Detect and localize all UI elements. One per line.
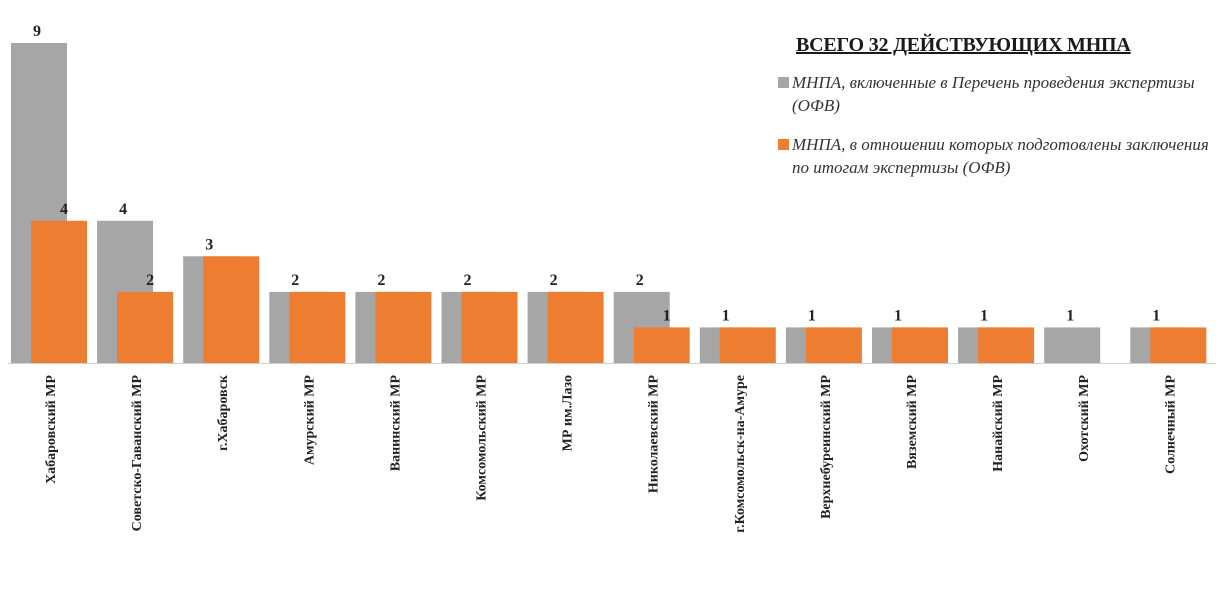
data-label-series-0-9: 1	[808, 307, 816, 324]
x-tick-label-13: Солнечный МР	[1163, 375, 1178, 474]
x-tick-label-1: Советско-Гаванский МР	[130, 375, 145, 532]
x-tick-label-10: Вяземский МР	[905, 375, 920, 469]
data-label-series-0-3: 2	[291, 272, 299, 289]
x-tick-label-7: Николаевский МР	[647, 375, 662, 494]
bar-series-1-11	[978, 327, 1035, 363]
data-label-series-0-6: 2	[550, 272, 558, 289]
bars-group	[11, 43, 1207, 363]
x-tick-label-9: Верхнебуреинский МР	[819, 375, 834, 519]
data-label-series-0-0: 9	[33, 23, 41, 40]
x-tick-label-8: г.Комсомольск-на-Амуре	[733, 375, 748, 533]
x-tick-label-6: МР им.Лазо	[561, 375, 576, 451]
bar-series-1-0	[31, 220, 87, 363]
bar-series-1-6	[547, 291, 604, 363]
data-label-series-0-13: 1	[1152, 307, 1160, 324]
data-label-series-0-1: 4	[119, 201, 127, 218]
data-label-series-1-1: 2	[146, 272, 154, 289]
bar-series-0-12	[1044, 327, 1101, 363]
x-tick-label-2: г.Хабаровск	[216, 374, 231, 451]
data-label-series-0-12: 1	[1066, 307, 1074, 324]
legend-title: ВСЕГО 32 ДЕЙСТВУЮЩИХ МНПА	[796, 34, 1131, 56]
data-label-series-0-4: 2	[377, 272, 385, 289]
data-label-series-0-10: 1	[894, 307, 902, 324]
bar-series-1-8	[719, 327, 776, 363]
data-label-series-0-5: 2	[464, 272, 472, 289]
bar-series-1-1	[117, 291, 174, 363]
bar-series-1-13	[1150, 327, 1207, 363]
data-label-series-0-11: 1	[980, 307, 988, 324]
data-labels-group: 9 4 4 2 3 2 2 2 2 2 1 1 1 1 1 1 1	[33, 23, 1160, 324]
x-tick-label-4: Ванинский МР	[388, 375, 403, 472]
data-label-series-0-2: 3	[205, 236, 213, 253]
x-tick-label-12: Охотский МР	[1077, 375, 1092, 462]
bar-series-1-10	[892, 327, 948, 363]
x-tick-label-3: Амурский МР	[302, 375, 317, 466]
x-tick-label-11: Нанайский МР	[991, 375, 1006, 472]
data-label-series-0-7: 2	[636, 272, 644, 289]
legend-label-included: МНПА, включенные в Перечень проведения э…	[792, 73, 1195, 115]
data-label-series-1-7: 1	[663, 307, 671, 324]
legend-swatch-orange	[778, 139, 789, 150]
x-tick-label-5: Комсомольский МР	[475, 375, 490, 501]
x-tick-labels-group: Хабаровский МР Советско-Гаванский МР г.Хаб…	[44, 374, 1178, 533]
legend: ВСЕГО 32 ДЕЙСТВУЮЩИХ МНПА МНПА, включенн…	[778, 34, 1226, 179]
legend-label-conclusions: МНПА, в отношении которых подготовлены з…	[792, 135, 1209, 177]
bar-series-1-3	[289, 291, 346, 363]
data-label-series-1-0: 4	[60, 201, 68, 218]
legend-swatch-gray	[778, 77, 789, 88]
bar-series-1-4	[375, 291, 432, 363]
x-tick-label-0: Хабаровский МР	[44, 375, 59, 484]
data-label-series-0-8: 1	[722, 307, 730, 324]
legend-entry-conclusions: МНПА, в отношении которых подготовлены з…	[778, 133, 1226, 179]
bar-series-1-5	[461, 291, 518, 363]
bar-series-1-7	[633, 327, 690, 363]
bar-series-1-9	[805, 327, 862, 363]
legend-entry-included: МНПА, включенные в Перечень проведения э…	[778, 71, 1226, 117]
bar-series-1-2	[203, 256, 260, 363]
